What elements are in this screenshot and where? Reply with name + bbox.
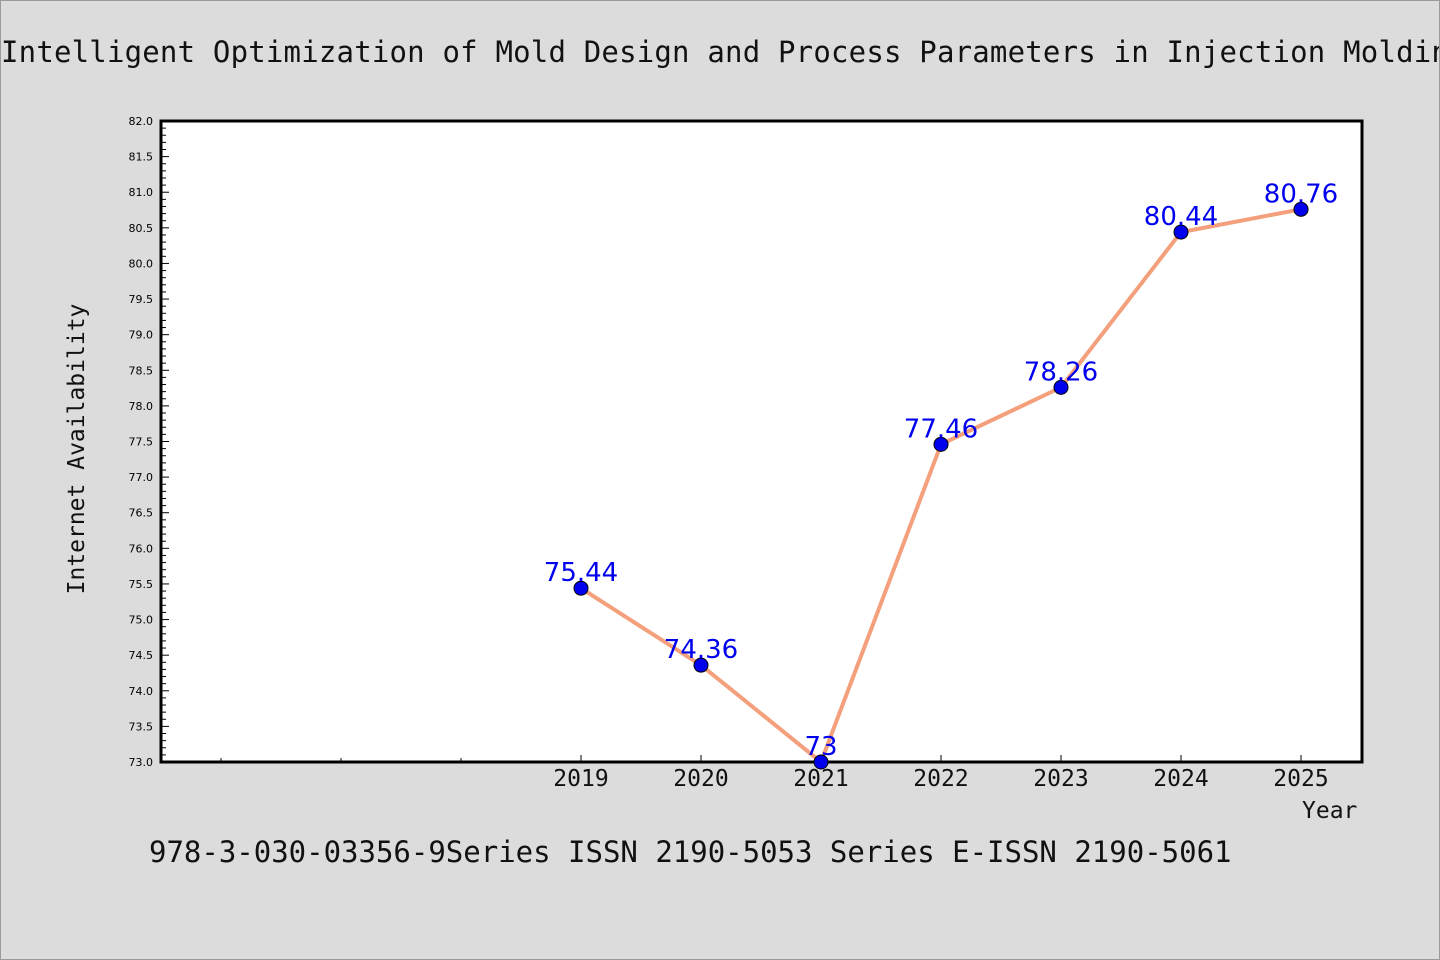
data-label: 78.26 (1024, 357, 1098, 387)
y-tick-label: 73.5 (129, 720, 154, 733)
series-layer: 75.44 74.36 73 77.46 78.26 80.44 80.76 (544, 179, 1338, 770)
y-tick-label: 74.5 (129, 649, 154, 662)
y-tick-label: 80.5 (129, 222, 154, 235)
x-tick-label: 2025 (1273, 766, 1328, 792)
plot-area (159, 119, 1364, 764)
x-tick-label: 2024 (1153, 766, 1208, 792)
y-tick-label: 81.5 (129, 151, 154, 164)
data-point (1053, 379, 1069, 395)
y-tick-label: 78.5 (129, 364, 154, 377)
x-tick-label: 2019 (553, 766, 608, 792)
data-point (693, 657, 709, 673)
data-label: 80.44 (1144, 202, 1218, 232)
x-tick-label: 2021 (793, 766, 848, 792)
y-tick-label: 76.0 (129, 542, 154, 555)
y-tick-label: 73.0 (129, 756, 154, 769)
x-axis-label: Year (1302, 798, 1358, 824)
y-tick-label: 74.0 (129, 685, 154, 698)
data-label: 77.46 (904, 414, 978, 444)
data-point (813, 754, 829, 770)
data-point (1293, 201, 1309, 217)
isbn-footer: 978-3-030-03356-9Series ISSN 2190-5053 S… (149, 835, 1232, 869)
y-tick-label: 81.0 (129, 186, 154, 199)
y-tick-label: 75.0 (129, 614, 154, 627)
x-axis: 2019 2020 2021 2022 2023 2024 2025 (220, 755, 1329, 792)
y-axis: 73.0 73.5 74.0 74.5 75.0 75.5 76.0 76.5 77.0 77.5… (129, 115, 169, 769)
y-tick-label: 77.0 (129, 471, 154, 484)
y-tick-label: 75.5 (129, 578, 154, 591)
data-point (933, 436, 949, 452)
y-tick-label: 80.0 (129, 257, 154, 270)
y-tick-label: 79.5 (129, 293, 154, 306)
y-tick-label: 82.0 (129, 115, 154, 128)
data-label: 74.36 (664, 635, 738, 665)
y-tick-label: 78.0 (129, 400, 154, 413)
data-point (573, 580, 589, 596)
data-point (1173, 224, 1189, 240)
data-label: 80.76 (1264, 179, 1338, 209)
data-label: 73 (804, 732, 837, 762)
x-tick-label: 2023 (1033, 766, 1088, 792)
chart-title: Intelligent Optimization of Mold Design … (1, 35, 1439, 69)
x-tick-label: 2022 (913, 766, 968, 792)
y-tick-label: 76.5 (129, 507, 154, 520)
data-label: 75.44 (544, 558, 618, 588)
y-tick-label: 79.0 (129, 329, 154, 342)
x-tick-label: 2020 (673, 766, 728, 792)
y-tick-label: 77.5 (129, 436, 154, 449)
